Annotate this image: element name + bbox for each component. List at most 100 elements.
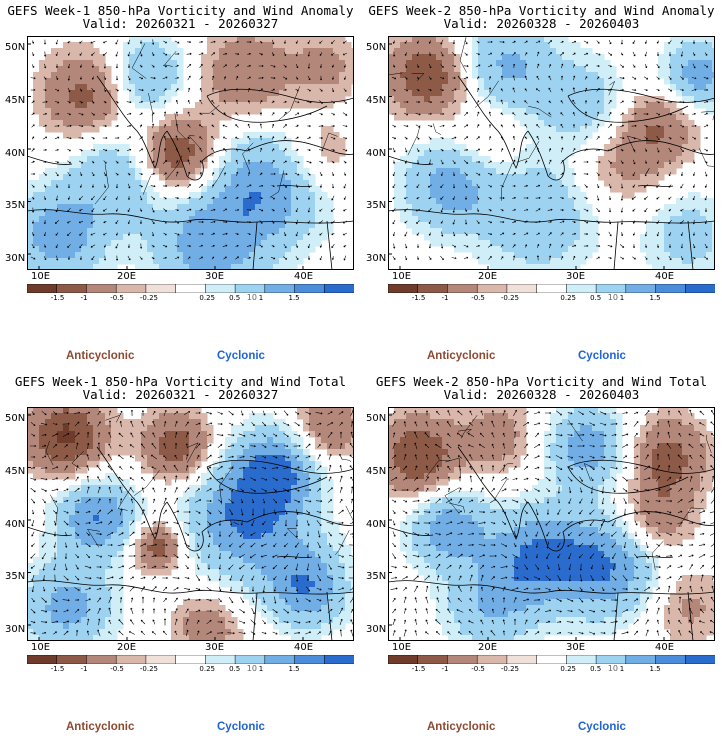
cyclonic-label: Cyclonic xyxy=(217,350,265,362)
lon-label: 10E xyxy=(31,642,51,653)
vorticity-shading xyxy=(27,407,354,641)
borders xyxy=(94,43,338,205)
lat-label: 40N xyxy=(366,519,387,530)
lat-label: 35N xyxy=(366,200,387,211)
colorbar-swatch xyxy=(476,655,508,664)
lon-label: 10E xyxy=(31,271,51,282)
lon-label: 30E xyxy=(205,642,225,653)
coastlines xyxy=(27,75,354,270)
colorbar-tick-label: 1 xyxy=(258,294,264,302)
colorbar-tick-label: 1.5 xyxy=(649,665,661,673)
lat-label: 50N xyxy=(5,413,26,424)
colorbar-tick-label: -0.5 xyxy=(471,665,485,673)
panel-week2-total: GEFS Week-2 850-hPa Vorticity and Wind T… xyxy=(361,371,722,742)
colorbar-tick-label: -0.25 xyxy=(500,294,520,302)
colorbar-swatch xyxy=(86,284,117,293)
vorticity-map xyxy=(388,36,715,270)
colorbar-tick-label: -0.5 xyxy=(110,294,124,302)
lat-label: 30N xyxy=(5,624,26,635)
colorbar xyxy=(27,655,354,664)
colorbar-swatch xyxy=(476,284,508,293)
vorticity-shading xyxy=(388,407,715,641)
vorticity-shading xyxy=(388,36,715,270)
panel-week1-total: GEFS Week-1 850-hPa Vorticity and Wind T… xyxy=(0,371,361,742)
colorbar-swatch xyxy=(27,655,58,664)
colorbar-swatch xyxy=(175,655,206,664)
colorbar-swatch xyxy=(685,284,715,293)
lon-label: 40E xyxy=(294,271,314,282)
panel-week1-anomaly: GEFS Week-1 850-hPa Vorticity and Wind A… xyxy=(0,0,361,371)
colorbar-tick-label: 0.25 xyxy=(199,665,215,673)
colorbar-swatch xyxy=(234,284,266,293)
colorbar-swatch xyxy=(175,284,206,293)
colorbar-tick-label: -1 xyxy=(80,665,88,673)
map-frame xyxy=(27,36,354,270)
lon-label: 10E xyxy=(392,642,412,653)
colorbar-tick-label: 0.5 xyxy=(590,294,602,302)
vorticity-map xyxy=(27,36,354,270)
map-frame xyxy=(388,36,715,270)
anticyclonic-label: Anticyclonic xyxy=(66,721,135,733)
colorbar-swatch xyxy=(234,655,266,664)
colorbar-tick-label: 0.5 xyxy=(229,294,241,302)
cyclonic-label: Cyclonic xyxy=(217,721,265,733)
colorbar-swatch xyxy=(324,284,354,293)
lat-label: 45N xyxy=(5,466,26,477)
vorticity-shading xyxy=(27,36,354,270)
colorbar-tick-label: -1.5 xyxy=(411,294,426,302)
colorbar-tick-label: -1.5 xyxy=(50,294,65,302)
colorbar-swatch xyxy=(86,655,117,664)
map-frame xyxy=(27,407,354,641)
lat-label: 45N xyxy=(5,95,26,106)
colorbar-tick-label: 1 xyxy=(619,294,625,302)
panel-title: GEFS Week-1 850-hPa Vorticity and Wind T… xyxy=(14,374,347,389)
colorbar-scale-label: 10 xyxy=(246,664,257,673)
borders xyxy=(425,415,712,571)
panel-title: GEFS Week-1 850-hPa Vorticity and Wind A… xyxy=(7,3,354,18)
cyclonic-label: Cyclonic xyxy=(578,721,626,733)
panel-valid-dates: Valid: 20260328 - 20260403 xyxy=(443,387,640,402)
lat-label: 35N xyxy=(5,200,26,211)
colorbar-swatch xyxy=(56,284,88,293)
panel-title: GEFS Week-2 850-hPa Vorticity and Wind T… xyxy=(375,374,708,389)
lat-label: 50N xyxy=(5,42,26,53)
colorbar-tick-label: 1.5 xyxy=(288,294,300,302)
colorbar-swatch xyxy=(56,655,88,664)
colorbar-swatch xyxy=(294,655,325,664)
colorbar-tick-label: -1.5 xyxy=(411,665,426,673)
lat-label: 50N xyxy=(366,413,387,424)
colorbar-tick-label: -1 xyxy=(80,294,88,302)
panel-valid-dates: Valid: 20260321 - 20260327 xyxy=(82,16,279,31)
colorbar-tick-label: -1.5 xyxy=(50,665,65,673)
colorbar-swatch xyxy=(115,655,147,664)
colorbar-swatch xyxy=(145,284,177,293)
colorbar-tick-label: 0.25 xyxy=(199,294,215,302)
lon-label: 20E xyxy=(478,642,498,653)
vorticity-map xyxy=(388,407,715,641)
colorbar-swatch xyxy=(685,655,715,664)
colorbar-tick-label: 0.25 xyxy=(560,665,576,673)
lat-label: 40N xyxy=(5,148,26,159)
lat-label: 40N xyxy=(366,148,387,159)
lon-label: 20E xyxy=(117,271,137,282)
lon-label: 30E xyxy=(566,642,586,653)
lat-label: 30N xyxy=(366,253,387,264)
colorbar xyxy=(388,655,715,664)
vorticity-map xyxy=(27,407,354,641)
colorbar-swatch xyxy=(447,655,478,664)
colorbar-tick-label: -0.25 xyxy=(139,294,159,302)
colorbar xyxy=(388,284,715,293)
anticyclonic-label: Anticyclonic xyxy=(66,350,135,362)
colorbar-swatch xyxy=(536,655,567,664)
colorbar-swatch xyxy=(205,284,236,293)
colorbar-swatch xyxy=(417,655,449,664)
lon-label: 40E xyxy=(294,642,314,653)
map-frame xyxy=(388,407,715,641)
colorbar-scale-label: 10 xyxy=(246,293,257,302)
colorbar-swatch xyxy=(655,655,686,664)
cyclonic-label: Cyclonic xyxy=(578,350,626,362)
colorbar-swatch xyxy=(595,655,627,664)
colorbar-tick-label: -0.5 xyxy=(471,294,485,302)
lon-label: 30E xyxy=(566,271,586,282)
colorbar-tick-label: -1 xyxy=(441,294,449,302)
